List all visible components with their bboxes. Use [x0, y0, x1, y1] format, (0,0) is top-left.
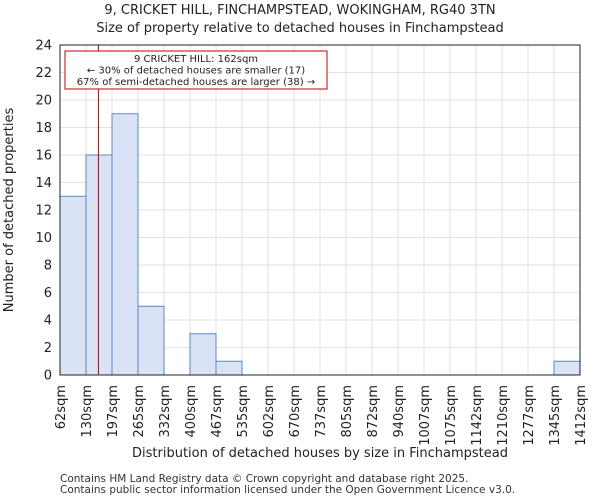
y-tick-label: 24 [35, 39, 52, 54]
x-tick-label: 1007sqm [418, 385, 433, 446]
y-tick-label: 2 [44, 341, 52, 356]
gridlines [59, 44, 581, 376]
bar-62sqm [59, 195, 87, 376]
x-tick-label: 1075sqm [444, 385, 459, 446]
annotation-box [64, 50, 328, 90]
x-tick-label: 62sqm [54, 385, 69, 429]
x-tick-label: 535sqm [236, 385, 251, 438]
footer-line-2: Contains public sector information licen… [60, 484, 516, 496]
x-tick-label: 467sqm [210, 385, 225, 438]
y-tick-label: 12 [35, 204, 52, 219]
y-tick-label: 16 [35, 149, 52, 164]
x-tick-label: 197sqm [106, 385, 121, 438]
x-tick-label: 265sqm [132, 385, 147, 438]
x-tick-label: 400sqm [184, 385, 199, 438]
y-axis-label: Number of detached properties [2, 108, 17, 313]
y-tick-label: 10 [35, 231, 52, 246]
y-tick-label: 0 [44, 369, 52, 384]
x-tick-label: 872sqm [366, 385, 381, 438]
y-tick-label: 20 [35, 94, 52, 109]
title-line-address: 9, CRICKET HILL, FINCHAMPSTEAD, WOKINGHA… [104, 3, 496, 18]
y-tick-label: 22 [35, 66, 52, 81]
y-tick-label: 18 [35, 121, 52, 136]
annotation-line-1: 9 CRICKET HILL: 162sqm [134, 54, 258, 65]
x-tick-label: 940sqm [392, 385, 407, 438]
y-tick-label: 6 [44, 286, 52, 301]
title-line-subtitle: Size of property relative to detached ho… [96, 21, 504, 36]
annotation-line-2: ← 30% of detached houses are smaller (17… [87, 66, 305, 77]
bar-130sqm [85, 154, 113, 376]
x-tick-label: 130sqm [80, 385, 95, 438]
x-axis-label: Distribution of detached houses by size … [132, 446, 508, 461]
bar-467sqm [215, 360, 243, 376]
y-tick-label: 14 [35, 176, 52, 191]
bars [59, 113, 581, 376]
footer-attribution: Contains HM Land Registry data © Crown c… [60, 474, 515, 496]
x-tick-label: 602sqm [262, 385, 277, 438]
x-tick-label: 1142sqm [470, 385, 485, 446]
x-tick-label: 1277sqm [522, 385, 537, 446]
y-tick-label: 8 [44, 259, 52, 274]
x-tick-label: 737sqm [314, 385, 329, 438]
bar-1345sqm [553, 360, 581, 376]
x-axis-ticks: 62sqm 130sqm 197sqm 265sqm 332sqm 400sqm 467sq… [54, 385, 589, 446]
bar-400sqm [189, 333, 217, 376]
bar-197sqm [111, 113, 139, 376]
plot-area-frame [59, 44, 581, 376]
x-tick-label: 332sqm [158, 385, 173, 438]
x-tick-label: 1345sqm [548, 385, 563, 446]
annotation-line-3: 67% of semi-detached houses are larger (… [77, 77, 315, 88]
x-tick-label: 1412sqm [574, 385, 589, 446]
chart-title: 9, CRICKET HILL, FINCHAMPSTEAD, WOKINGHA… [0, 2, 600, 38]
x-tick-label: 805sqm [340, 385, 355, 438]
y-tick-label: 4 [44, 314, 52, 329]
marker-annotation: 9 CRICKET HILL: 162sqm ← 30% of detached… [64, 50, 328, 90]
x-tick-label: 670sqm [288, 385, 303, 438]
x-tick-label: 1210sqm [496, 385, 511, 446]
bar-265sqm [137, 305, 165, 376]
footer-line-1: Contains HM Land Registry data © Crown c… [60, 473, 469, 485]
